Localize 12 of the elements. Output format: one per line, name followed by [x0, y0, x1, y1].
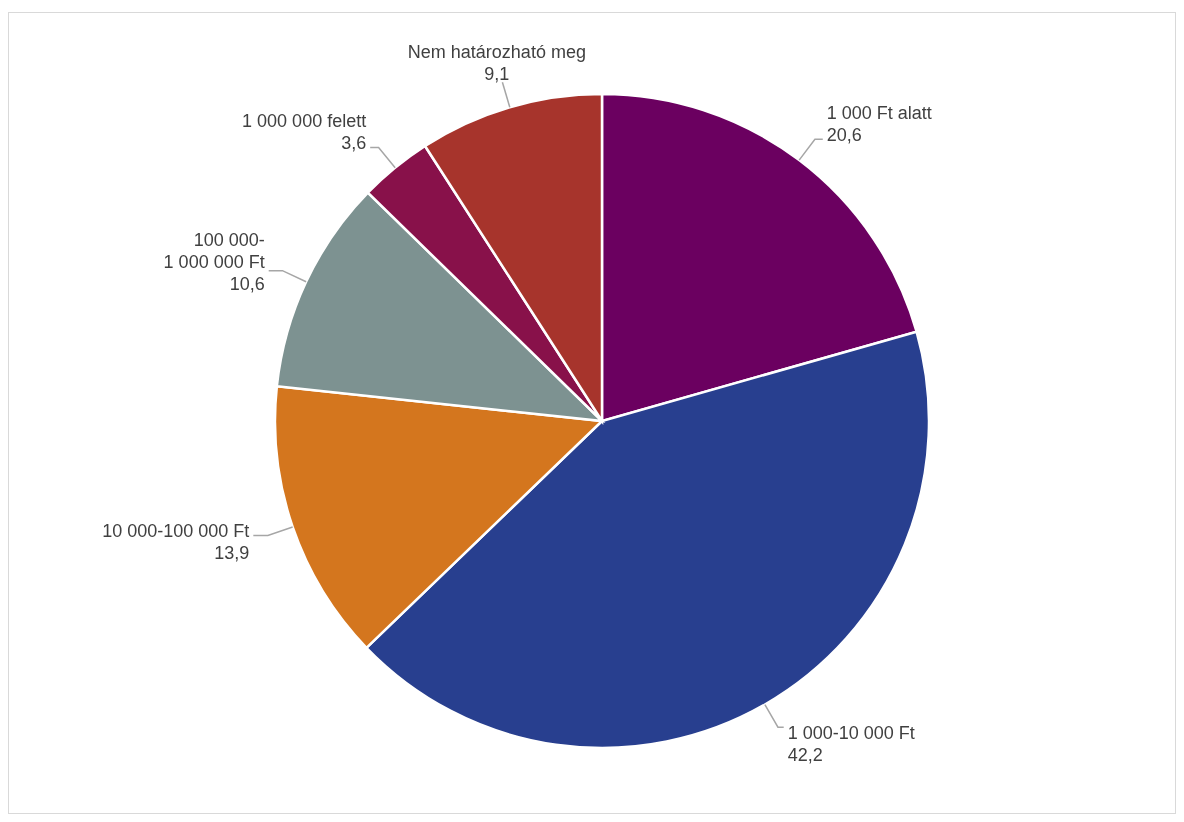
data-label: 13,9 [214, 542, 250, 563]
slice-label: 1 000 Ft alatt [826, 102, 932, 123]
slice-label: 1 000-10 000 Ft [787, 723, 915, 744]
slice-label: 1 000 000 felett [242, 111, 367, 132]
data-label: 20,6 [826, 124, 862, 145]
data-label: 42,2 [787, 745, 823, 766]
data-label: 10,6 [229, 274, 265, 295]
slice-label: 100 000-1 000 000 Ft [163, 230, 265, 273]
data-label: 3,6 [341, 133, 367, 154]
slice-label: Nem határozható meg [407, 42, 586, 63]
slice-label: 10 000-100 000 Ft [102, 520, 250, 541]
data-label: 9,1 [484, 64, 510, 85]
